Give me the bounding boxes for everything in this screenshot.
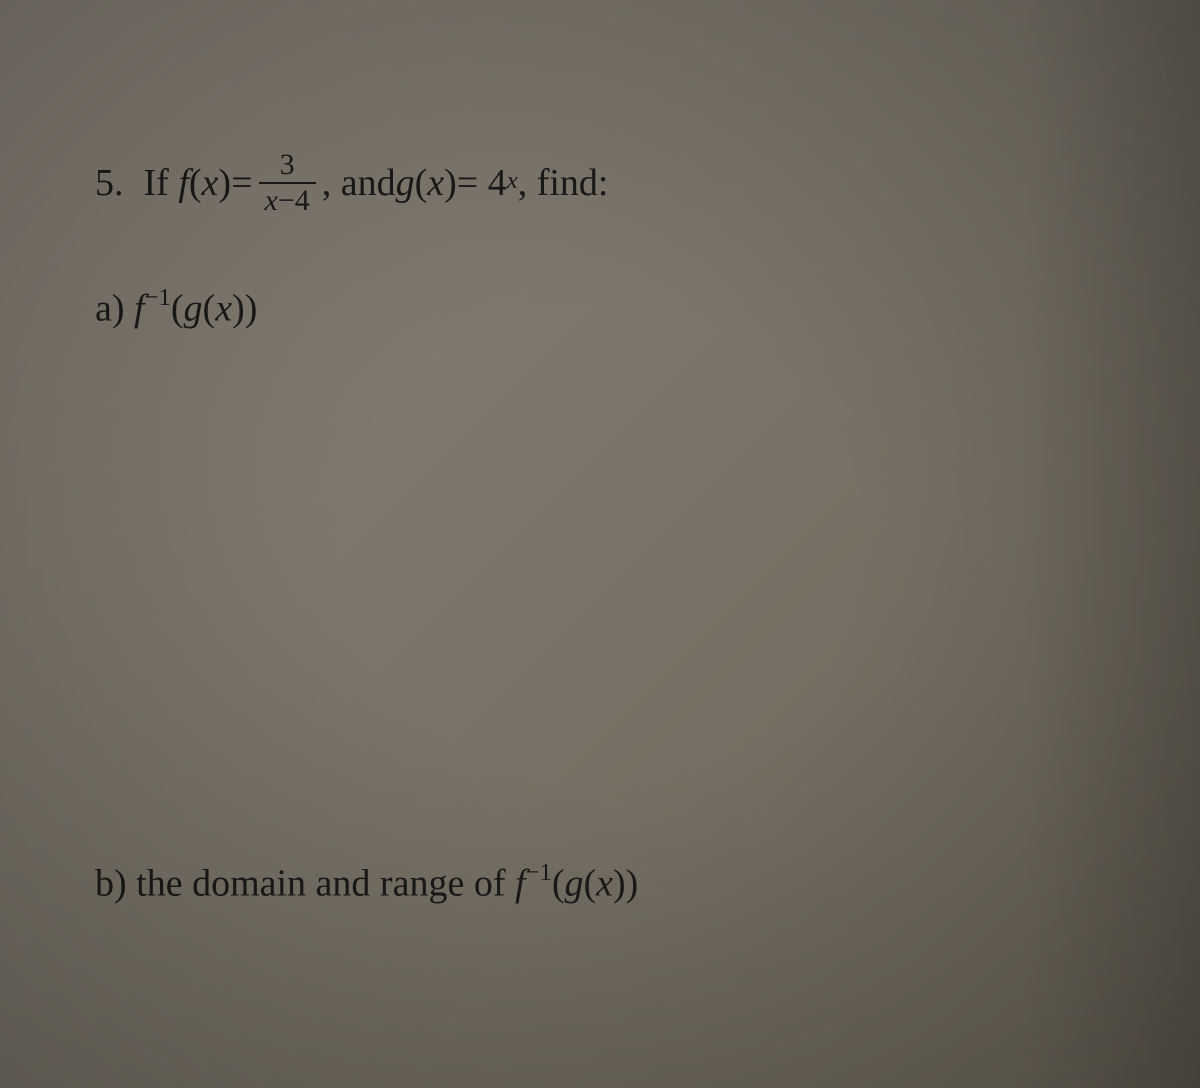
problem-equation: If f ( x ) = 3 x−4 , and g ( x ) = 4x , … xyxy=(144,150,609,216)
part-b: b) the domain and range of f−1(g(x)) xyxy=(95,861,1105,906)
fraction-numerator: 3 xyxy=(274,150,301,182)
problem-statement: 5. If f ( x ) = 3 x−4 , and g ( x ) = 4x… xyxy=(95,150,1105,216)
part-a-open: ( xyxy=(171,288,184,330)
part-b-close: ) xyxy=(613,862,626,904)
den-x: x xyxy=(265,184,278,217)
part-b-label: b) the domain and range of xyxy=(95,862,515,904)
comma-and-text: , and xyxy=(322,161,396,205)
g-x-var: x xyxy=(427,161,444,205)
den-four: 4 xyxy=(295,184,310,217)
part-a-x: x xyxy=(215,288,232,330)
part-a-f: f xyxy=(134,288,145,330)
g-symbol: g xyxy=(396,161,415,205)
part-b-f: f xyxy=(515,862,526,904)
fraction-denominator: x−4 xyxy=(259,182,316,216)
part-b-open: ( xyxy=(552,862,565,904)
part-a-g: g xyxy=(184,288,203,330)
f-symbol: f xyxy=(178,161,189,205)
x-var: x xyxy=(202,161,219,205)
equals-sign: = xyxy=(231,161,252,205)
g-open-paren: ( xyxy=(415,161,428,205)
den-minus: − xyxy=(278,184,295,217)
g-equals: = 4 xyxy=(457,161,507,205)
worksheet-page: 5. If f ( x ) = 3 x−4 , and g ( x ) = 4x… xyxy=(0,0,1200,1088)
problem-number: 5. xyxy=(95,161,124,205)
part-b-open2: ( xyxy=(583,862,596,904)
part-b-exponent: −1 xyxy=(526,859,552,886)
part-b-g: g xyxy=(564,862,583,904)
if-text: If xyxy=(144,161,169,205)
part-a-close2: ) xyxy=(245,288,258,330)
part-a-close: ) xyxy=(232,288,245,330)
part-a-exponent: −1 xyxy=(145,284,171,311)
part-a-label: a) xyxy=(95,288,134,330)
close-paren: ) xyxy=(218,161,231,205)
find-text: , find: xyxy=(518,161,609,205)
open-paren: ( xyxy=(189,161,202,205)
part-b-x: x xyxy=(596,862,613,904)
g-close-paren: ) xyxy=(444,161,457,205)
part-a: a) f−1(g(x)) xyxy=(95,286,1105,331)
part-b-close2: ) xyxy=(626,862,639,904)
g-exponent: x xyxy=(507,167,518,195)
part-a-open2: ( xyxy=(203,288,216,330)
fraction: 3 x−4 xyxy=(259,150,316,216)
